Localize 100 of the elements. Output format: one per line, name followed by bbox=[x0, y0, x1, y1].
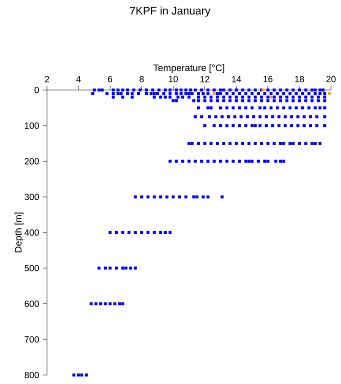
point bbox=[174, 160, 178, 163]
point bbox=[228, 88, 232, 92]
point bbox=[203, 96, 206, 99]
point bbox=[296, 124, 300, 128]
point bbox=[196, 96, 200, 99]
point bbox=[200, 115, 204, 118]
point bbox=[134, 195, 137, 198]
point bbox=[134, 266, 137, 270]
y-tick-label: 0 bbox=[34, 86, 39, 94]
point bbox=[225, 92, 228, 96]
point bbox=[220, 195, 224, 198]
point bbox=[196, 92, 200, 96]
point bbox=[124, 266, 128, 270]
point bbox=[200, 160, 204, 163]
point bbox=[228, 99, 232, 102]
point bbox=[315, 124, 318, 128]
point bbox=[181, 96, 184, 99]
point bbox=[270, 106, 273, 110]
point bbox=[220, 115, 224, 118]
point bbox=[100, 88, 104, 92]
point bbox=[318, 106, 322, 110]
point bbox=[192, 99, 196, 102]
point bbox=[318, 92, 322, 96]
point bbox=[233, 115, 236, 118]
point bbox=[108, 231, 112, 234]
point bbox=[188, 92, 190, 96]
point bbox=[323, 115, 326, 118]
point bbox=[226, 115, 230, 118]
point bbox=[238, 160, 241, 163]
point bbox=[172, 195, 175, 198]
point bbox=[298, 142, 301, 145]
point bbox=[314, 92, 317, 96]
point bbox=[156, 92, 159, 96]
point bbox=[292, 88, 295, 92]
point bbox=[247, 88, 250, 92]
point bbox=[254, 124, 257, 128]
point bbox=[318, 142, 322, 145]
point bbox=[284, 124, 287, 128]
point bbox=[232, 160, 235, 163]
point bbox=[194, 160, 197, 163]
x-tick-label: 4 bbox=[76, 76, 81, 82]
point bbox=[309, 115, 312, 118]
point bbox=[190, 142, 194, 145]
point bbox=[174, 92, 178, 96]
point bbox=[271, 124, 274, 128]
point bbox=[219, 160, 222, 163]
point bbox=[180, 88, 183, 92]
point bbox=[260, 96, 264, 99]
point bbox=[144, 88, 148, 92]
point bbox=[279, 99, 282, 102]
point bbox=[140, 231, 144, 234]
x-tick-label: 16 bbox=[264, 76, 272, 82]
point bbox=[238, 124, 241, 128]
point bbox=[316, 96, 320, 99]
point bbox=[296, 115, 300, 118]
point bbox=[222, 142, 226, 145]
point bbox=[322, 88, 325, 92]
point bbox=[165, 195, 168, 198]
point bbox=[159, 231, 162, 234]
point bbox=[212, 88, 216, 92]
point bbox=[252, 115, 256, 118]
point bbox=[316, 99, 320, 102]
point bbox=[302, 124, 306, 128]
point bbox=[140, 195, 144, 198]
point bbox=[92, 88, 96, 92]
x-tick-label: 18 bbox=[295, 76, 304, 82]
point bbox=[181, 160, 184, 163]
point bbox=[138, 88, 142, 92]
point bbox=[254, 96, 257, 99]
point bbox=[152, 92, 156, 96]
point bbox=[189, 88, 192, 92]
point bbox=[277, 124, 280, 128]
point bbox=[162, 92, 166, 96]
point bbox=[216, 92, 219, 96]
point bbox=[309, 124, 312, 128]
point bbox=[212, 92, 216, 96]
point bbox=[232, 92, 235, 96]
point bbox=[158, 88, 161, 92]
point bbox=[234, 96, 238, 99]
point bbox=[274, 160, 278, 163]
point bbox=[210, 106, 213, 110]
point bbox=[315, 115, 318, 118]
point bbox=[219, 88, 222, 92]
point bbox=[258, 124, 262, 128]
point bbox=[244, 106, 248, 110]
y-tick-label: 300 bbox=[24, 194, 39, 200]
point bbox=[84, 374, 88, 376]
point bbox=[108, 266, 112, 270]
point bbox=[212, 124, 216, 128]
point bbox=[72, 374, 76, 376]
point bbox=[247, 96, 250, 99]
point bbox=[164, 88, 167, 92]
point bbox=[188, 96, 190, 99]
point bbox=[234, 142, 238, 145]
point bbox=[256, 160, 260, 163]
point bbox=[232, 124, 235, 128]
point bbox=[288, 142, 292, 145]
point bbox=[264, 115, 268, 118]
point bbox=[137, 92, 140, 96]
point bbox=[98, 266, 101, 270]
